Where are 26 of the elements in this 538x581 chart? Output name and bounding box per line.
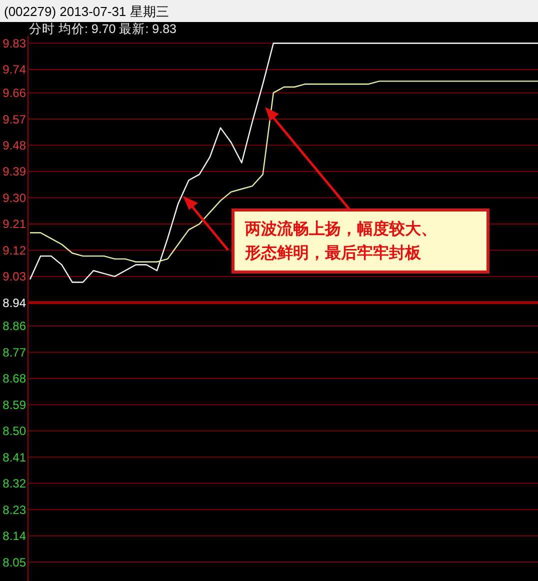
line-series xyxy=(29,80,538,262)
y-tick-label: 8.86 xyxy=(2,319,26,334)
y-tick-label: 8.23 xyxy=(2,502,26,517)
annotation: 两波流畅上扬，幅度较大、形态鲜明，最后牢牢封板 xyxy=(244,219,437,262)
y-tick-label: 8.05 xyxy=(2,555,26,570)
y-tick-label: 9.12 xyxy=(2,243,26,258)
chart-title: (002279) 2013-07-31 星期三 xyxy=(4,4,169,19)
y-tick-label: 8.77 xyxy=(2,345,26,360)
y-tick-label: 8.68 xyxy=(2,372,26,386)
y-tick-label: 9.66 xyxy=(2,86,26,100)
y-tick-label: 9.30 xyxy=(2,190,26,205)
y-tick-label: 9.03 xyxy=(2,270,26,284)
y-tick-label: 8.94 xyxy=(2,296,26,310)
y-tick-label: 8.50 xyxy=(2,424,26,438)
y-tick-label: 9.57 xyxy=(2,112,26,126)
y-tick-label: 9.74 xyxy=(2,62,26,77)
y-tick-label: 9.21 xyxy=(2,217,26,232)
y-tick-label: 9.48 xyxy=(2,138,26,152)
y-tick-label: 8.14 xyxy=(2,529,26,544)
y-tick-label: 8.41 xyxy=(2,450,26,464)
y-tick-label: 9.39 xyxy=(2,164,26,179)
chart-subtitle: 分时 均价: 9.70 最新: 9.83 xyxy=(29,22,177,36)
y-tick-label: 8.32 xyxy=(2,476,26,491)
y-tick-label: 9.83 xyxy=(2,36,26,50)
y-tick-label: 8.59 xyxy=(2,398,26,412)
line-series xyxy=(29,42,538,283)
